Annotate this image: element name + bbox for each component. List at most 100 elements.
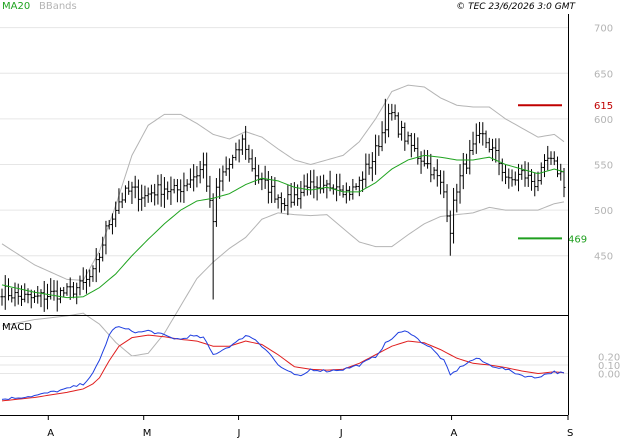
ohlc-bar <box>120 192 124 209</box>
ohlc-bar <box>370 152 374 182</box>
ohlc-bar <box>75 282 79 305</box>
price-tick-label: 500 <box>594 206 613 217</box>
ohlc-bar <box>520 164 524 180</box>
ohlc-bar <box>461 152 465 190</box>
ohlc-bar <box>325 179 329 199</box>
ohlc-bar <box>292 182 296 206</box>
ohlc-bar <box>344 182 348 204</box>
ohlc-bar <box>13 282 17 307</box>
ohlc-bar <box>387 103 391 138</box>
ohlc-bar <box>3 275 7 310</box>
ohlc-bar <box>562 168 566 198</box>
ohlc-bar <box>133 175 137 199</box>
macd-signal-line <box>1 334 565 402</box>
bbands-lower-line <box>1 201 565 357</box>
ohlc-bar <box>530 169 534 191</box>
support-label: 469 <box>568 234 587 245</box>
ohlc-bar <box>214 178 218 227</box>
ohlc-bar <box>182 172 186 203</box>
ohlc-bar <box>309 170 313 195</box>
x-tick-label: S <box>567 428 573 439</box>
ohlc-bar <box>487 137 491 153</box>
ohlc-bar <box>315 176 319 201</box>
ohlc-bar <box>42 280 46 312</box>
ohlc-bar <box>543 154 547 178</box>
ohlc-bar <box>266 171 270 204</box>
resistance-label: 615 <box>594 101 613 112</box>
macd-tick-label: 0.10 <box>598 361 620 372</box>
ohlc-bar <box>471 131 475 156</box>
ohlc-bar <box>68 277 72 300</box>
ohlc-bar <box>23 283 27 303</box>
ohlc-bar <box>539 162 543 185</box>
ohlc-bar <box>71 281 75 299</box>
ohlc-bar <box>318 175 322 194</box>
ohlc-bar <box>549 151 553 165</box>
ohlc-bar <box>117 188 121 214</box>
legend: MA20 BBands © TEC 23/6/2026 3:0 GMT <box>0 0 627 12</box>
ohlc-bar <box>162 177 166 208</box>
ohlc-bar <box>140 184 144 211</box>
ohlc-bar <box>221 165 225 192</box>
ohlc-bar <box>91 265 95 282</box>
ohlc-bar <box>153 183 157 206</box>
legend-background <box>0 0 627 12</box>
price-panel: 615 469 700 650 600 550 500 450 <box>0 24 613 357</box>
ma20-polyline <box>1 154 565 299</box>
price-tick-label: 700 <box>594 24 613 35</box>
ohlc-bar <box>403 122 407 151</box>
ohlc-bar <box>19 285 23 307</box>
ohlc-bar <box>383 98 387 144</box>
ohlc-bar <box>192 164 196 192</box>
ohlc-bar <box>380 121 384 152</box>
ohlc-bar <box>526 162 530 187</box>
ohlc-bar <box>136 179 140 212</box>
bollinger-bands <box>1 84 565 357</box>
ohlc-bar <box>468 139 472 175</box>
price-tick-label: 650 <box>594 69 613 80</box>
ohlc-bar <box>179 179 183 203</box>
ohlc-bar <box>240 134 244 155</box>
ohlc-bar <box>497 138 501 176</box>
legend-bbands: BBands <box>39 1 77 12</box>
ohlc-bar <box>377 135 381 156</box>
ohlc-bar <box>62 286 66 297</box>
support-resistance-levels: 615 469 <box>518 101 613 245</box>
ohlc-bar <box>374 134 378 175</box>
ohlc-bar <box>445 184 449 223</box>
ohlc-bar <box>65 283 69 296</box>
ohlc-bar <box>45 283 49 310</box>
ohlc-bar <box>286 185 290 216</box>
macd-tick-label: 0.00 <box>598 370 620 381</box>
ohlc-bar <box>166 181 170 200</box>
ohlc-bar <box>302 174 306 197</box>
ohlc-bar <box>270 175 274 204</box>
ohlc-bar <box>348 186 352 201</box>
ohlc-bar <box>510 169 514 187</box>
price-gridlines <box>0 27 568 257</box>
ohlc-bar <box>400 120 404 141</box>
x-tick-label: A <box>451 428 458 439</box>
ohlc-bar <box>419 151 423 174</box>
bbands-upper-line <box>1 84 565 281</box>
ohlc-bar <box>354 183 358 191</box>
copyright-text: © TEC 23/6/2026 3:0 GMT <box>456 2 576 12</box>
ohlc-bar <box>175 179 179 203</box>
ohlc-bar <box>39 289 43 308</box>
ohlc-bar <box>114 201 118 228</box>
ohlc-bar <box>416 137 420 165</box>
ohlc-bar <box>484 130 488 148</box>
x-tick-label: J <box>237 428 241 439</box>
ohlc-bar <box>322 174 326 194</box>
ohlc-bar <box>0 288 4 306</box>
ohlc-bar <box>351 178 355 200</box>
ohlc-bar <box>36 285 40 304</box>
price-tick-label: 550 <box>594 161 613 172</box>
macd-title: MACD <box>2 322 32 333</box>
ohlc-bar <box>110 213 114 235</box>
ohlc-bar <box>439 170 443 195</box>
ohlc-bar <box>500 158 504 182</box>
ohlc-bar <box>169 176 173 205</box>
ohlc-bar <box>396 112 400 138</box>
ohlc-bar <box>435 159 439 187</box>
